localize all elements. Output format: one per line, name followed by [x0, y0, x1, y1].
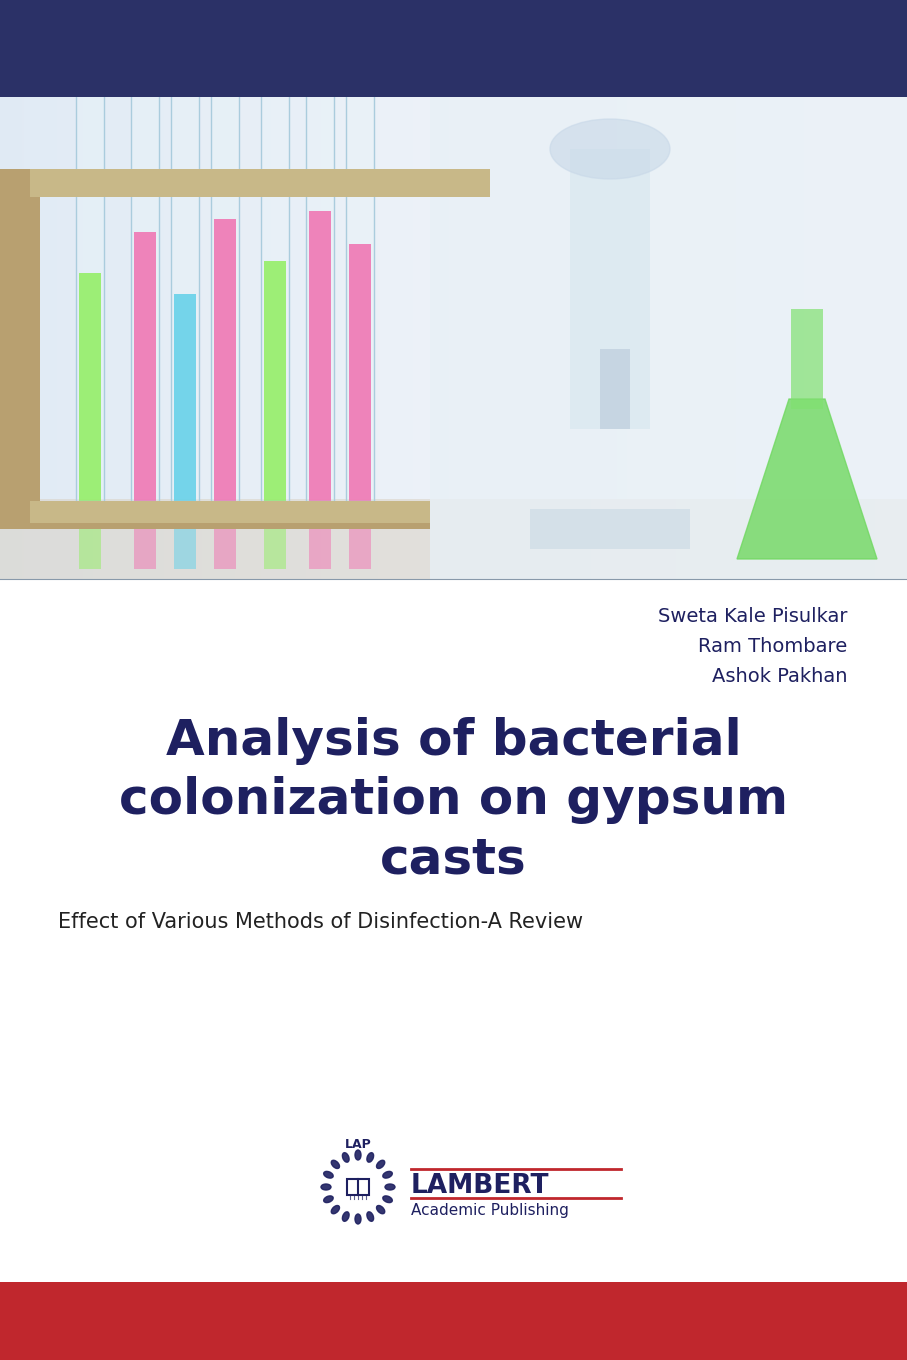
Ellipse shape	[385, 1185, 395, 1190]
Text: Ram Thombare: Ram Thombare	[697, 636, 847, 656]
Bar	[131, 87, 159, 500]
Bar	[211, 87, 239, 500]
Bar	[79, 529, 101, 568]
Text: Effect of Various Methods of Disinfection-A Review: Effect of Various Methods of Disinfectio…	[58, 913, 583, 932]
Bar	[30, 524, 430, 529]
Bar	[349, 529, 371, 568]
Bar	[171, 87, 199, 500]
Bar	[430, 97, 907, 579]
Bar	[174, 529, 196, 568]
Bar	[0, 0, 907, 97]
Ellipse shape	[550, 120, 670, 180]
Bar	[174, 294, 196, 500]
Ellipse shape	[355, 1214, 361, 1224]
Bar	[306, 87, 334, 500]
Bar	[214, 219, 236, 500]
Bar	[0, 1282, 907, 1360]
Ellipse shape	[376, 1205, 385, 1213]
Text: Academic Publishing: Academic Publishing	[411, 1204, 569, 1219]
Bar	[0, 499, 907, 579]
Bar	[134, 233, 156, 500]
Text: Analysis of bacterial
colonization on gypsum
casts: Analysis of bacterial colonization on gy…	[119, 717, 788, 884]
Bar	[346, 87, 374, 500]
Ellipse shape	[383, 1195, 393, 1202]
Text: LAMBERT: LAMBERT	[411, 1172, 550, 1200]
Ellipse shape	[342, 1212, 349, 1221]
Ellipse shape	[331, 1160, 339, 1168]
Bar	[600, 350, 630, 428]
Bar	[76, 87, 104, 500]
Bar	[79, 273, 101, 500]
Ellipse shape	[324, 1171, 333, 1178]
Bar	[171, 87, 199, 500]
Text: Sweta Kale Pisulkar: Sweta Kale Pisulkar	[658, 607, 847, 626]
Bar	[309, 211, 331, 500]
Bar	[261, 87, 289, 500]
Bar	[264, 529, 286, 568]
Bar	[791, 309, 823, 409]
Bar	[346, 87, 374, 500]
Ellipse shape	[366, 1153, 374, 1163]
Bar	[264, 261, 286, 500]
Bar	[214, 529, 236, 568]
Bar	[30, 500, 430, 529]
Polygon shape	[737, 398, 877, 559]
Bar	[306, 87, 334, 500]
Bar	[134, 529, 156, 568]
Bar	[261, 87, 289, 500]
Bar	[30, 169, 490, 197]
Bar	[347, 1179, 369, 1195]
Bar	[211, 87, 239, 500]
Bar	[570, 150, 650, 428]
Ellipse shape	[355, 1151, 361, 1160]
Bar	[530, 509, 690, 549]
Ellipse shape	[324, 1195, 333, 1202]
Bar	[76, 87, 104, 500]
Bar	[131, 87, 159, 500]
Bar	[349, 245, 371, 500]
Ellipse shape	[342, 1153, 349, 1163]
Bar	[309, 529, 331, 568]
Ellipse shape	[376, 1160, 385, 1168]
Ellipse shape	[321, 1185, 331, 1190]
Ellipse shape	[331, 1205, 339, 1213]
Ellipse shape	[383, 1171, 393, 1178]
Bar	[347, 1179, 369, 1195]
Ellipse shape	[366, 1212, 374, 1221]
Bar	[0, 169, 40, 529]
Text: Ashok Pakhan: Ashok Pakhan	[711, 666, 847, 685]
Text: LAP: LAP	[345, 1138, 371, 1151]
